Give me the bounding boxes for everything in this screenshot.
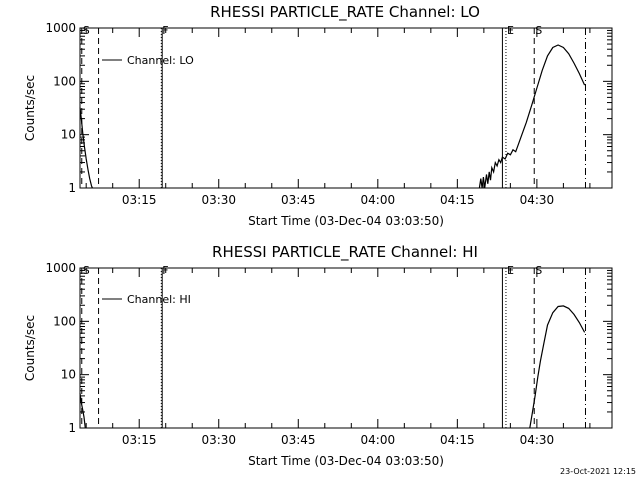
series-line xyxy=(478,44,586,189)
x-tick-label: 03:45 xyxy=(281,193,316,207)
series-line xyxy=(79,393,86,429)
x-tick-label: 03:45 xyxy=(281,433,316,447)
y-axis-label: Counts/sec xyxy=(23,315,37,381)
marker-label: E xyxy=(507,264,514,277)
marker-label: F xyxy=(162,24,168,37)
x-axis-label: Start Time (03-Dec-04 03:03:50) xyxy=(248,454,444,468)
x-tick-label: 04:15 xyxy=(440,433,475,447)
marker-label: S xyxy=(83,264,90,277)
chart-title: RHESSI PARTICLE_RATE Channel: HI xyxy=(212,243,478,262)
y-tick-label: 100 xyxy=(53,314,76,328)
marker-label: F xyxy=(162,264,168,277)
legend-label: Channel: LO xyxy=(127,54,194,67)
x-tick-label: 04:15 xyxy=(440,193,475,207)
marker-label: E xyxy=(507,24,514,37)
marker-label: S xyxy=(83,24,90,37)
y-tick-label: 10 xyxy=(61,368,76,382)
x-tick-label: 03:15 xyxy=(122,193,157,207)
marker-label: S xyxy=(535,264,542,277)
series-line xyxy=(79,107,93,189)
x-tick-label: 03:15 xyxy=(122,433,157,447)
plot-frame xyxy=(79,27,613,189)
x-tick-label: 04:00 xyxy=(361,433,396,447)
y-tick-label: 100 xyxy=(53,74,76,88)
y-tick-label: 1000 xyxy=(45,261,76,275)
x-tick-label: 03:30 xyxy=(201,193,236,207)
x-tick-label: 04:00 xyxy=(361,193,396,207)
y-axis-label: Counts/sec xyxy=(23,75,37,141)
legend-label: Channel: HI xyxy=(127,293,191,306)
y-tick-label: 1000 xyxy=(45,21,76,35)
x-tick-label: 04:30 xyxy=(520,433,555,447)
chart-title: RHESSI PARTICLE_RATE Channel: LO xyxy=(210,3,480,22)
plot-frame xyxy=(79,267,613,429)
marker-label: S xyxy=(535,24,542,37)
timestamp: 23-Oct-2021 12:15 xyxy=(560,467,636,476)
panel-hi-channel: RHESSI PARTICLE_RATE Channel: HI Counts/… xyxy=(23,243,613,468)
y-tick-label: 1 xyxy=(68,421,76,435)
y-tick-label: 10 xyxy=(61,128,76,142)
y-tick-label: 1 xyxy=(68,181,76,195)
x-tick-label: 04:30 xyxy=(520,193,555,207)
x-axis-label: Start Time (03-Dec-04 03:03:50) xyxy=(248,214,444,228)
series-line xyxy=(529,305,586,429)
x-tick-label: 03:30 xyxy=(201,433,236,447)
panel-lo-channel: RHESSI PARTICLE_RATE Channel: LO Counts/… xyxy=(23,3,613,228)
